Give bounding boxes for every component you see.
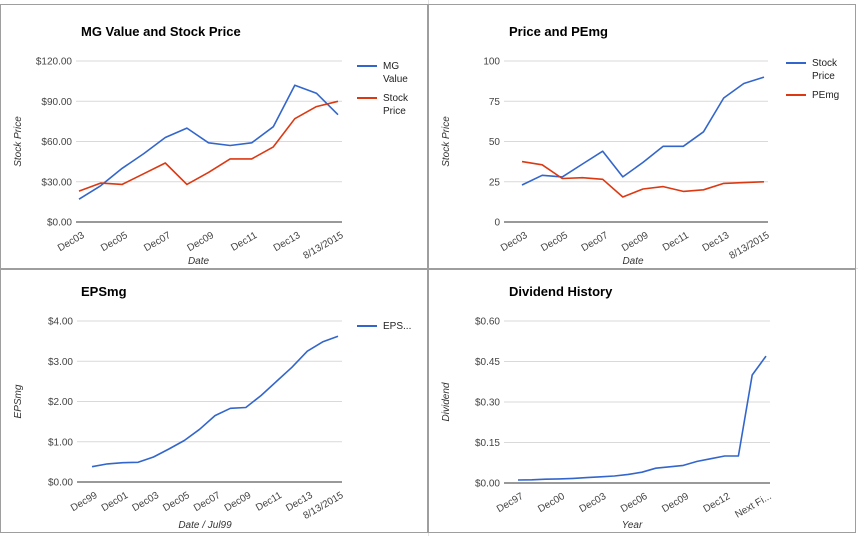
chart-title: EPSmg [81,284,127,299]
y-tick-label: $0.30 [475,398,500,409]
legend-label: EPS... [383,321,411,332]
x-tick-label: Dec11 [229,230,259,254]
y-tick-label: $3.00 [48,357,73,368]
x-tick-label: Dec07 [192,490,223,514]
y-tick-label: $1.00 [48,437,73,448]
x-tick-label: Dec12 [702,491,733,515]
y-tick-label: $60.00 [41,137,72,148]
y-axis-label: EPSmg [13,384,24,418]
y-tick-label: 100 [483,57,500,68]
x-tick-label: Dec99 [69,490,100,514]
x-axis-label: Date / Jul99 [178,520,232,531]
legend-label: MG [383,61,399,72]
x-tick-label: Dec00 [536,491,567,515]
x-tick-label: Dec07 [142,230,173,254]
y-tick-label: 0 [494,218,500,229]
chart-mg-value-stock-price[interactable]: MG Value and Stock Price $0.00 $30.00 $60.0… [0,4,428,269]
chart-svg: MG Value and Stock Price $0.00 $30.00 $60.0… [13,24,409,267]
chart-title: Price and PEmg [509,24,608,39]
x-tick-label: Next Fi... [733,491,773,521]
y-tick-label: $0.15 [475,438,500,449]
y-tick-label: $0.00 [48,478,73,489]
y-tick-label: $120.00 [36,57,73,68]
y-tick-label: 50 [489,137,501,148]
y-axis-label: Dividend [441,382,452,421]
chart-epsmg[interactable]: EPSmg $0.00 $1.00 $2.00 $3.00 $4.00 Dec99 Dec01… [0,269,428,533]
series-line[interactable] [78,100,339,192]
y-tick-label: $0.00 [475,479,500,490]
x-tick-label: Dec11 [661,230,691,254]
series-line[interactable] [78,84,339,200]
chart-dividend-history[interactable]: Dividend History $0.00 $0.15 $0.30 $0.45 $0.6… [428,269,856,533]
x-tick-label: Dec09 [185,230,216,254]
legend-label: Price [383,106,406,117]
x-tick-label: Dec03 [56,230,87,254]
chart-title: MG Value and Stock Price [81,24,241,39]
y-tick-label: $2.00 [48,397,73,408]
legend-label: Value [383,74,408,85]
y-axis-label: Stock Price [441,116,452,167]
chart-title: Dividend History [509,284,613,299]
y-tick-label: $4.00 [48,317,73,328]
x-tick-label: Dec07 [580,230,611,254]
y-tick-label: $30.00 [41,177,72,188]
x-tick-label: Dec09 [223,490,254,514]
x-tick-label: Dec03 [130,490,161,514]
y-tick-label: $90.00 [41,97,72,108]
x-tick-label: Dec06 [619,491,650,515]
y-tick-label: $0.00 [47,218,72,229]
y-tick-label: 75 [489,97,501,108]
chart-svg: EPSmg $0.00 $1.00 $2.00 $3.00 $4.00 Dec99 Dec01… [13,284,411,531]
x-tick-label: Dec01 [100,490,131,514]
y-axis-label: Stock Price [13,116,24,167]
x-tick-label: Dec05 [161,490,192,514]
series-line[interactable] [521,76,765,186]
x-tick-label: Dec09 [620,230,651,254]
x-tick-label: 8/13/2015 [727,230,771,262]
x-tick-label: Dec13 [272,230,303,254]
chart-svg: Dividend History $0.00 $0.15 $0.30 $0.45 $0.6… [441,284,774,531]
x-tick-label: 8/13/2015 [301,230,345,262]
x-axis-label: Year [622,520,643,531]
x-axis-label: Date [188,256,210,267]
series-line[interactable] [521,160,765,198]
y-tick-label: $0.45 [475,357,500,368]
x-tick-label: Dec11 [254,490,284,514]
legend-label: Stock [383,93,409,104]
legend-label: Stock [812,58,838,69]
x-tick-label: Dec03 [578,491,609,515]
x-tick-label: Dec05 [99,230,130,254]
x-tick-label: Dec09 [660,491,691,515]
chart-svg: Price and PEmg 0 25 50 75 100 Dec03 Dec05 Dec07 D… [441,24,839,267]
x-tick-label: Dec97 [495,491,526,515]
y-tick-label: $0.60 [475,317,500,328]
series-line[interactable] [91,335,339,468]
y-tick-label: 25 [489,177,501,188]
legend-label: PEmg [812,90,839,101]
series-line[interactable] [517,355,767,481]
x-tick-label: Dec05 [539,230,570,254]
x-tick-label: Dec03 [499,230,530,254]
x-axis-label: Date [622,256,644,267]
chart-price-and-pemg[interactable]: Price and PEmg 0 25 50 75 100 Dec03 Dec05 Dec07 D… [428,4,856,269]
x-tick-label: Dec13 [701,230,732,254]
legend-label: Price [812,71,835,82]
